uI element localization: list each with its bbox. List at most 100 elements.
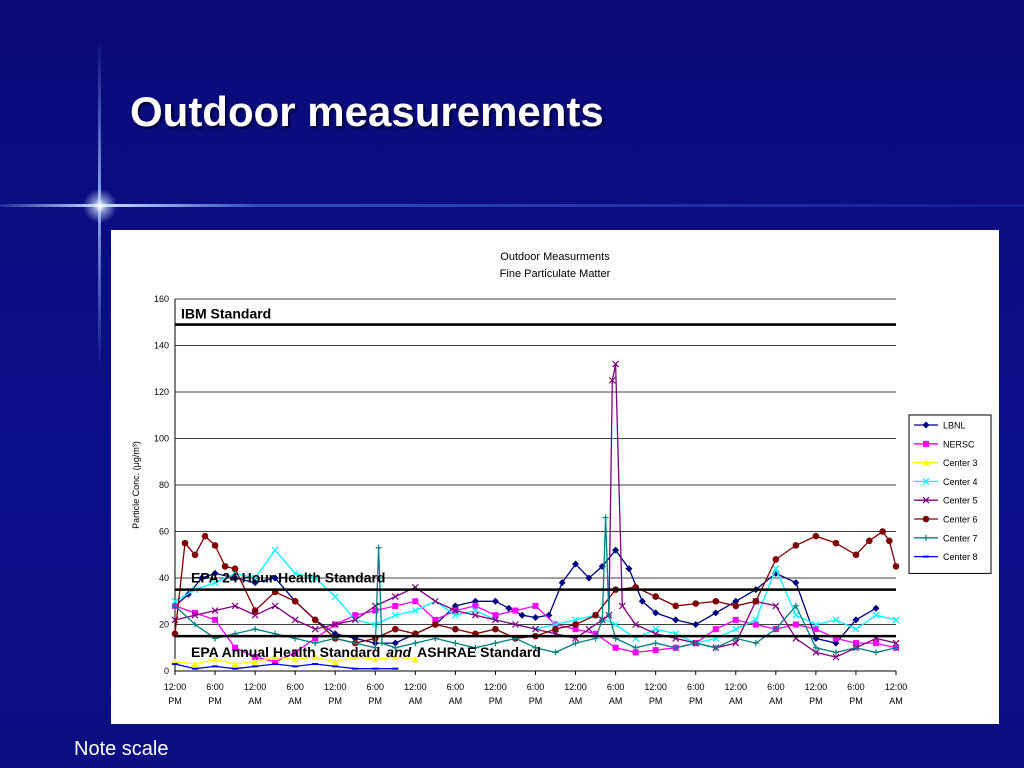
data-point — [572, 640, 579, 647]
legend-label: LBNL — [943, 421, 966, 431]
data-point — [886, 537, 893, 545]
data-point — [672, 616, 680, 624]
legend-item: Center 5 — [914, 496, 978, 506]
x-tick-label: 6:00 — [367, 682, 385, 692]
x-tick-label: 12:00 — [564, 682, 587, 692]
data-point — [652, 609, 660, 617]
data-point — [372, 644, 379, 651]
data-point — [375, 544, 382, 551]
data-point — [879, 528, 886, 535]
data-point — [625, 565, 633, 573]
data-point — [572, 616, 579, 624]
data-point — [191, 551, 199, 559]
data-point — [852, 616, 860, 624]
data-point — [652, 640, 659, 647]
data-point — [212, 665, 219, 668]
legend-label: Center 4 — [943, 477, 978, 487]
data-point — [312, 635, 319, 642]
data-point — [618, 602, 626, 610]
data-point — [211, 655, 219, 663]
x-tick-label-period: PM — [649, 696, 663, 706]
data-point — [331, 621, 339, 628]
data-point — [471, 611, 479, 619]
x-tick-label: 6:00 — [607, 682, 625, 692]
data-point — [392, 602, 399, 609]
data-point — [772, 565, 780, 573]
data-point — [592, 611, 599, 619]
legend-box — [908, 414, 992, 574]
data-point — [252, 654, 259, 661]
y-tick-label: 20 — [159, 620, 169, 630]
x-tick-label: 12:00 — [324, 682, 347, 692]
x-tick-label: 6:00 — [687, 682, 705, 692]
legend-swatch-marker — [922, 459, 930, 466]
legend-label: Center 3 — [943, 458, 978, 468]
data-point — [391, 611, 399, 619]
data-point — [505, 604, 513, 612]
data-point — [612, 546, 620, 554]
data-point — [291, 597, 299, 605]
data-point — [412, 598, 419, 605]
data-series — [171, 360, 900, 670]
data-point — [252, 626, 259, 633]
data-point — [812, 621, 820, 628]
data-point — [852, 640, 859, 647]
data-point — [552, 621, 559, 628]
data-point — [792, 621, 799, 628]
data-point — [431, 597, 439, 605]
legend-label: Center 8 — [943, 552, 978, 562]
data-point — [371, 621, 379, 628]
data-point — [732, 639, 740, 647]
data-point — [451, 602, 459, 610]
legend-item: Center 7 — [914, 533, 978, 543]
data-point — [492, 640, 499, 647]
data-point — [231, 602, 239, 610]
x-tick-label-period: PM — [529, 696, 543, 706]
legend-item: NERSC — [914, 439, 975, 449]
data-point — [518, 611, 526, 619]
data-point — [311, 625, 319, 633]
x-tick-label-period: PM — [489, 696, 503, 706]
data-point — [532, 614, 539, 622]
x-tick-label-period: PM — [168, 696, 182, 706]
data-point — [752, 621, 759, 628]
data-point — [612, 621, 620, 628]
data-point — [392, 667, 399, 670]
data-point — [832, 639, 840, 647]
data-point — [872, 640, 879, 647]
data-point — [251, 658, 259, 665]
data-point — [332, 665, 339, 668]
data-point — [872, 649, 879, 656]
data-point — [251, 579, 259, 587]
data-point — [652, 593, 659, 600]
chart-svg: Outdoor Measurments Fine Particulate Mat… — [131, 251, 992, 706]
x-tick-label-period: PM — [208, 696, 222, 706]
data-point — [331, 658, 339, 665]
data-point — [411, 607, 419, 614]
data-point — [592, 630, 599, 637]
data-point — [792, 611, 800, 619]
series-line — [174, 549, 877, 644]
legend-item: Center 3 — [914, 458, 978, 468]
data-point — [231, 660, 239, 668]
data-point — [552, 625, 559, 633]
data-point — [211, 607, 219, 614]
legend-item: LBNL — [914, 421, 966, 431]
x-tick-label: 12:00 — [164, 682, 187, 692]
x-tick-label-period: AM — [769, 696, 783, 706]
reference-line-label: EPA 24 Hour Health Standard — [191, 570, 385, 586]
x-tick-label: 12:00 — [805, 682, 828, 692]
data-point — [732, 616, 739, 623]
data-point — [792, 602, 799, 609]
x-tick-label-period: PM — [369, 696, 383, 706]
data-point — [512, 607, 519, 614]
data-point — [232, 667, 239, 670]
data-point — [392, 625, 399, 633]
data-point — [292, 649, 299, 656]
data-point — [852, 625, 860, 633]
data-point — [492, 612, 499, 619]
data-point — [732, 597, 740, 605]
x-tick-label-period: PM — [328, 696, 342, 706]
legend: LBNL NERSC Center 3 Center 4 Center 5 Center … — [908, 414, 992, 574]
data-point — [545, 611, 553, 619]
